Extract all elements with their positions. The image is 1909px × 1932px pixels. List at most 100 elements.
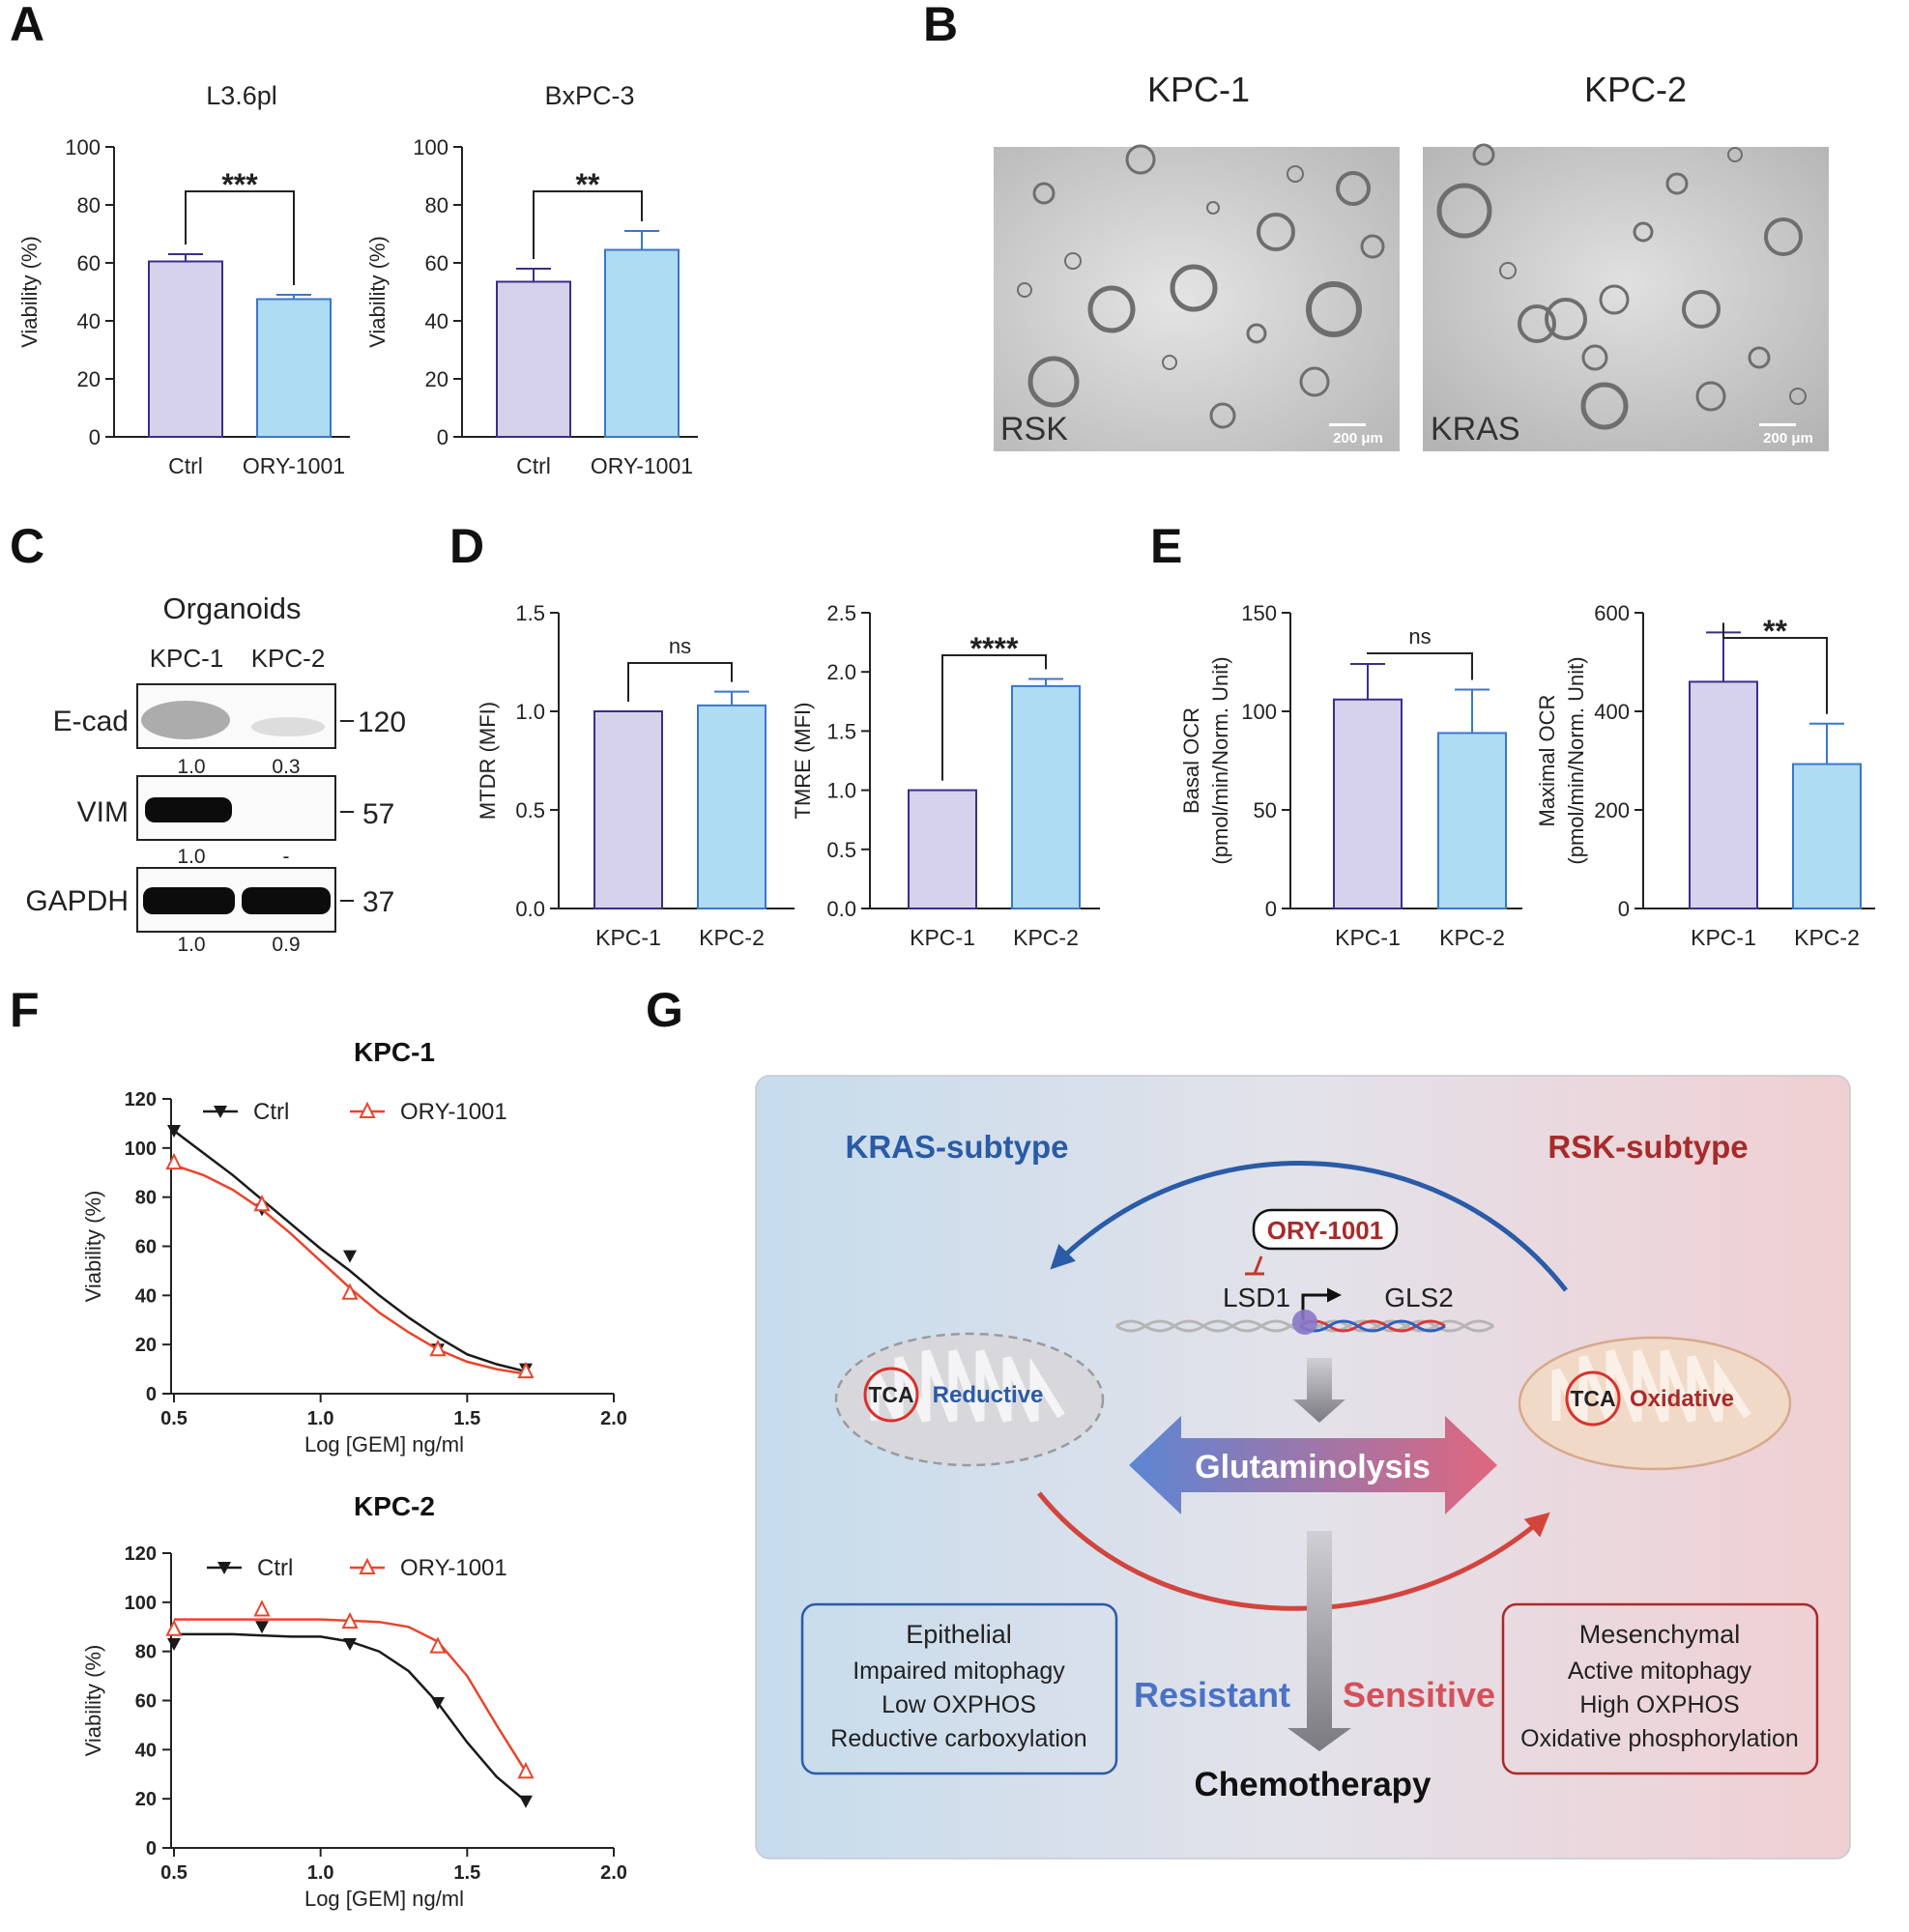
x-tick-label-0: KPC-1: [1335, 925, 1401, 950]
scale-bar-label-kpc1: 200 μm: [1333, 430, 1383, 447]
significance-bracket: [1367, 652, 1473, 680]
bar-0: [148, 260, 223, 438]
y-tick-label: 200: [1594, 798, 1630, 822]
fit-curve-1: [174, 1618, 528, 1773]
significance-bracket: [185, 190, 295, 285]
y-axis-label: Viability (%): [81, 1191, 105, 1303]
mitochondrion-reductive: [834, 1332, 1105, 1467]
y-tick-label: 100: [413, 135, 448, 159]
x-tick-label-0: KPC-1: [595, 925, 661, 950]
y-tick-label: 1.0: [515, 700, 545, 724]
chart-title: BxPC-3: [544, 81, 634, 110]
panel-letter-c: C: [10, 519, 44, 573]
y-axis-label-units: (pmol/min/Norm. Unit): [1564, 656, 1588, 864]
y-tick-label: 60: [77, 251, 101, 275]
y-tick-label: 0: [146, 1838, 157, 1860]
chart-title: KPC-2: [354, 1491, 435, 1521]
panel-c: Organoids KPC-1 KPC-2 E-cad 120 1.0 0.3 …: [25, 591, 406, 956]
blot-mw-vim: 57: [362, 798, 394, 830]
y-tick-label: 0.0: [515, 897, 545, 921]
fit-curve-0: [174, 1632, 527, 1802]
organoid-spheres-kpc1: [1017, 144, 1385, 429]
y-tick-label: 20: [425, 367, 448, 391]
y-tick-label: 20: [77, 367, 101, 391]
bar-1: [604, 248, 680, 438]
bar-0: [593, 710, 663, 909]
x-tick-label-1: KPC-2: [1439, 925, 1505, 950]
significance-bracket: [941, 654, 1047, 781]
significance-bracket: [627, 662, 733, 702]
lsd1-label: LSD1: [1223, 1283, 1290, 1312]
blot-quant-gapdh-kpc2: 0.9: [272, 934, 300, 956]
rsk-feature-0: Mesenchymal: [1579, 1620, 1741, 1649]
bar-chart-bxpc3: BxPC-3 0 20 40 60 80 100 Viability (%) Ctrl ORY-1…: [365, 81, 698, 478]
scale-bar-label-kpc2: 200 μm: [1763, 430, 1813, 447]
panel-letter-f: F: [10, 983, 40, 1037]
blot-band-vim-kpc1: [145, 797, 232, 822]
inhibition-mark: [1245, 1255, 1264, 1276]
bar-chart-maximal-ocr: 0 200 400 600 Maximal OCR (pmol/min/Norm. Uni…: [1535, 601, 1875, 950]
x-tick-label-1: KPC-2: [699, 925, 765, 950]
significance-label: **: [576, 167, 600, 202]
x-axis-label: Log [GEM] ng/ml: [304, 1432, 464, 1456]
x-tick-label-0: Ctrl: [516, 453, 551, 478]
x-tick-label-1: ORY-1001: [591, 453, 693, 478]
data-point-ory: [253, 1195, 271, 1212]
data-point-ctrl: [255, 1621, 269, 1634]
chemotherapy-label: Chemotherapy: [1194, 1766, 1432, 1803]
blot-mw-ecad: 120: [358, 706, 406, 738]
blot-quant-vim-kpc2: -: [283, 846, 290, 868]
y-axis-label-units: (pmol/min/Norm. Unit): [1208, 656, 1232, 864]
y-tick-label: 100: [65, 135, 101, 159]
y-axis-label: Basal OCR: [1179, 707, 1203, 814]
micrograph-header-kpc2: KPC-2: [1584, 70, 1687, 109]
y-tick-label: 60: [135, 1691, 157, 1713]
y-tick-label: 100: [125, 1139, 157, 1160]
chart-title: L3.6pl: [206, 81, 277, 110]
y-tick-label: 50: [1254, 798, 1277, 822]
bar-1: [256, 298, 332, 438]
kras-subtype-title: KRAS-subtype: [845, 1129, 1068, 1165]
data-point-ory: [165, 1619, 183, 1636]
data-point-ctrl: [167, 1125, 181, 1139]
kras-feature-0: Epithelial: [906, 1620, 1012, 1649]
data-point-ory: [429, 1340, 447, 1357]
scale-bar-kpc1: [1329, 423, 1366, 426]
data-point-ctrl: [431, 1697, 445, 1711]
y-tick-label: 80: [425, 193, 448, 217]
blot-mw-gapdh: 37: [362, 886, 394, 918]
blot-quant-gapdh-kpc1: 1.0: [177, 934, 205, 956]
sensitive-label: Sensitive: [1343, 1675, 1495, 1715]
rsk-feature-2: High OXPHOS: [1579, 1691, 1739, 1718]
y-tick-label: 150: [1241, 601, 1277, 625]
blot-band-ecad-kpc1: [141, 701, 230, 739]
x-tick-label-1: KPC-2: [1794, 925, 1860, 950]
tca-label-right: TCA: [1570, 1386, 1615, 1411]
y-axis-label: Viability (%): [81, 1645, 105, 1757]
micrograph-label-kras: KRAS: [1431, 411, 1520, 447]
arrow-rsk-to-kras: [1050, 1160, 1568, 1292]
y-axis-label: MTDR (MFI): [476, 702, 500, 820]
kras-feature-2: Low OXPHOS: [882, 1691, 1036, 1718]
y-tick-label: 40: [77, 309, 101, 333]
bar-0: [1333, 698, 1403, 910]
y-axis-label: TMRE (MFI): [791, 703, 815, 820]
significance-label: **: [1763, 614, 1787, 649]
scale-bar-kpc2: [1759, 423, 1796, 426]
y-tick-label: 1.5: [826, 719, 856, 743]
glutaminolysis-arrow: [1129, 1416, 1497, 1514]
kras-feature-3: Reductive carboxylation: [830, 1725, 1086, 1752]
blot-protein-ecad: E-cad: [53, 706, 129, 737]
tca-label-left: TCA: [868, 1382, 913, 1407]
y-tick-label: 0.5: [826, 838, 856, 862]
rsk-feature-1: Active mitophagy: [1568, 1658, 1752, 1685]
x-tick-label: 0.5: [160, 1408, 188, 1429]
x-tick-label: 1.0: [307, 1408, 334, 1429]
bar-0: [1689, 680, 1758, 910]
bar-0: [496, 280, 571, 438]
y-tick-label: 120: [125, 1543, 157, 1565]
significance-label: ns: [669, 634, 691, 658]
data-point-ory: [165, 1152, 183, 1170]
blot-quant-ecad-kpc2: 0.3: [272, 756, 300, 778]
data-point-ctrl: [167, 1638, 181, 1652]
